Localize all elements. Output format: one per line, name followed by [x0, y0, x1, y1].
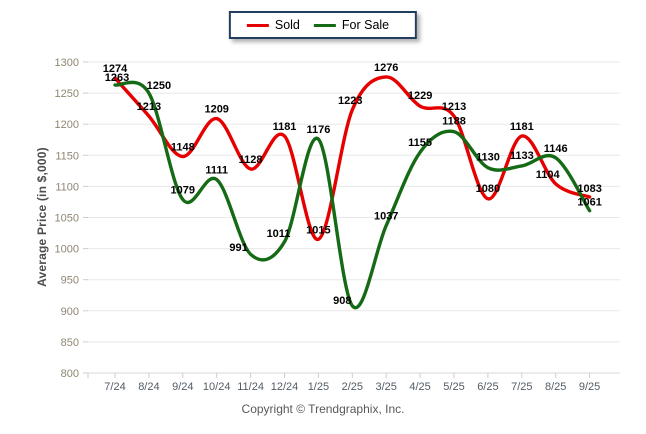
for-sale-line-swatch: [313, 23, 336, 27]
y-tick-label: 1200: [55, 119, 79, 131]
data-label: 1263: [105, 72, 129, 84]
x-tick-label: 6/25: [477, 381, 498, 393]
x-tick-label: 9/24: [172, 381, 193, 393]
legend-label-for-sale: For Sale: [341, 18, 390, 32]
data-label: 1083: [577, 183, 601, 195]
x-tick-label: 4/25: [409, 381, 430, 393]
x-tick-label: 5/25: [443, 381, 464, 393]
data-label: 1155: [408, 137, 432, 149]
data-label: 1061: [577, 197, 601, 209]
sold-line-swatch: [246, 23, 269, 27]
data-label: 908: [333, 295, 351, 307]
data-label: 1213: [137, 101, 161, 113]
data-label: 1080: [476, 183, 500, 195]
x-tick-label: 8/25: [545, 381, 566, 393]
data-label: 1111: [205, 165, 228, 177]
y-tick-label: 1300: [55, 57, 79, 69]
data-label: 1276: [374, 62, 398, 74]
x-tick-label: 8/24: [138, 381, 159, 393]
x-tick-label: 11/24: [237, 381, 264, 393]
y-tick-label: 900: [61, 306, 79, 318]
x-tick-label: 7/25: [511, 381, 532, 393]
data-label: 1079: [171, 184, 195, 196]
data-label: 1176: [306, 124, 330, 136]
legend: Sold For Sale: [228, 11, 418, 39]
data-label: 1133: [510, 150, 534, 162]
data-label: 1213: [442, 101, 466, 113]
data-label: 1188: [442, 116, 466, 128]
data-label: 1148: [171, 142, 195, 154]
x-tick-label: 2/25: [342, 381, 363, 393]
data-label: 1011: [267, 228, 291, 240]
data-label: 1274: [103, 63, 128, 75]
y-tick-label: 1050: [55, 213, 79, 225]
y-tick-label: 1250: [55, 88, 79, 100]
data-label: 1104: [536, 169, 561, 181]
data-label: 1250: [147, 80, 171, 92]
x-tick-label: 12/24: [271, 381, 299, 393]
y-tick-label: 950: [61, 275, 79, 287]
data-label: 1181: [510, 121, 534, 133]
x-tick-label: 1/25: [308, 381, 329, 393]
copyright-text: Copyright © Trendgraphix, Inc.: [241, 402, 405, 416]
y-tick-label: 1000: [55, 244, 79, 256]
legend-item-for-sale[interactable]: For Sale: [313, 18, 390, 32]
for-sale-line: [113, 80, 592, 310]
x-tick-label: 10/24: [203, 381, 231, 393]
legend-label-sold: Sold: [274, 18, 300, 32]
data-label: 1128: [239, 154, 263, 166]
y-tick-label: 850: [61, 337, 79, 349]
y-tick-label: 1150: [55, 150, 79, 162]
data-label: 1130: [476, 152, 500, 164]
data-label: 1223: [338, 95, 362, 107]
data-label: 1181: [273, 121, 297, 133]
data-label: 1015: [306, 224, 330, 236]
x-tick-label: 9/25: [579, 381, 600, 393]
y-axis-title: Average Price (in $,000): [35, 147, 49, 287]
x-tick-label: 7/24: [104, 381, 125, 393]
data-label: 1037: [374, 211, 398, 223]
y-tick-label: 1100: [55, 181, 79, 193]
data-label: 991: [229, 242, 247, 254]
data-label: 1209: [204, 104, 228, 116]
data-label: 1146: [544, 143, 568, 155]
y-tick-label: 800: [61, 368, 79, 380]
data-label: 1229: [408, 90, 432, 102]
x-tick-label: 3/25: [375, 381, 396, 393]
sold-line: [113, 75, 592, 242]
legend-item-sold[interactable]: Sold: [246, 18, 300, 32]
